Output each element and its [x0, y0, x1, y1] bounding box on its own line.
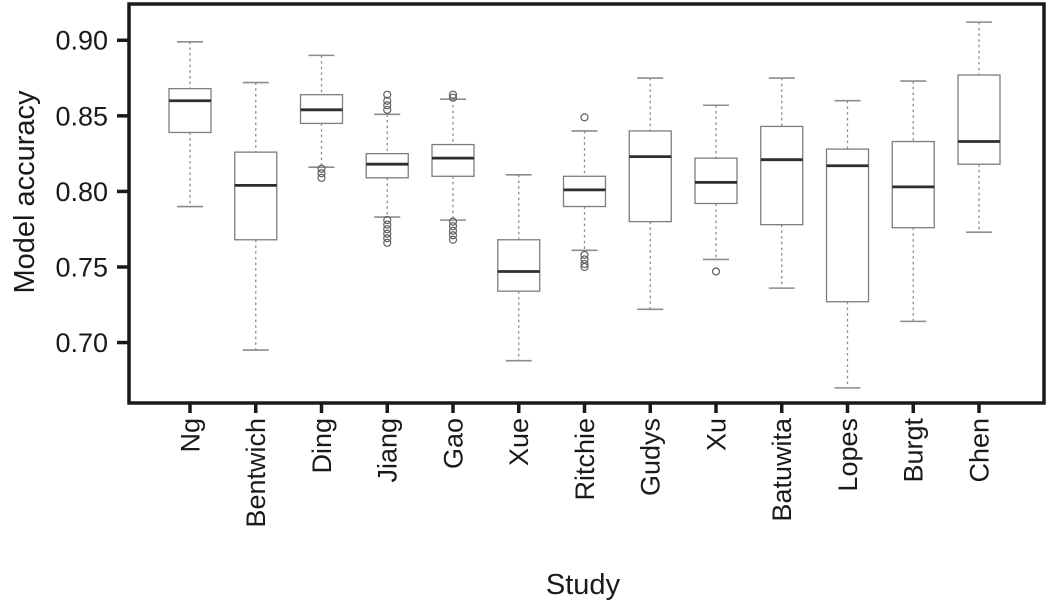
iqr-box: [365, 152, 409, 179]
y-axis-title: Model accuracy: [9, 90, 41, 294]
outlier-point: [383, 238, 392, 247]
boxplot-batuwita: [760, 77, 804, 289]
iqr-box: [562, 175, 607, 208]
iqr-box: [628, 130, 672, 223]
x-axis-title: Study: [546, 569, 621, 601]
x-category-label: Ding: [307, 418, 337, 474]
outlier-point: [448, 93, 458, 102]
boxplot-ritchie: [562, 113, 607, 272]
outlier-point: [580, 113, 589, 122]
boxplot-bentwich: [234, 81, 278, 351]
outlier-point: [711, 267, 721, 276]
x-category-label: Jiang: [373, 418, 403, 483]
outlier-point: [448, 217, 458, 226]
plot-content: 0.90 0.85 0.80 0.75 0.70 Ng Bentwich Ding Jiang G…: [55, 21, 1001, 528]
outlier-point: [317, 173, 326, 182]
y-tick-label: 0.85: [55, 101, 108, 131]
y-tick-label: 0.70: [55, 328, 108, 358]
boxplot-gao: [431, 90, 475, 244]
iqr-box: [168, 87, 212, 134]
boxplot-ding: [299, 54, 344, 182]
outlier-point: [383, 220, 392, 229]
boxplot-gudys: [628, 77, 672, 311]
plot-frame: [127, 2, 1046, 405]
x-category-label: Lopes: [833, 418, 863, 492]
outlier-point: [383, 96, 392, 105]
boxplot-jiang: [365, 90, 409, 247]
outlier-point: [383, 101, 392, 110]
iqr-box: [497, 239, 541, 292]
outlier-point: [580, 250, 589, 259]
outlier-point: [383, 216, 392, 225]
iqr-box: [760, 125, 804, 226]
boxplot-ng: [168, 40, 212, 208]
outlier-point: [317, 164, 326, 173]
iqr-box: [694, 157, 738, 205]
outlier-point: [383, 229, 392, 238]
boxplot-burgt: [891, 80, 935, 323]
outlier-point: [383, 234, 392, 243]
x-category-label: Xue: [504, 418, 534, 466]
x-category-label: Gao: [438, 418, 468, 469]
x-category-label: Bentwich: [241, 418, 271, 528]
y-tick-label: 0.75: [55, 252, 108, 282]
outlier-point: [580, 262, 589, 272]
y-tick-label: 0.90: [55, 26, 108, 56]
x-category-label: Gudys: [636, 418, 666, 496]
iqr-box: [891, 140, 935, 229]
boxplot-xu: [694, 104, 738, 276]
outlier-point: [448, 231, 458, 240]
x-category-label: Xu: [701, 418, 731, 451]
x-category-label: Batuwita: [767, 417, 797, 522]
iqr-box: [957, 74, 1001, 165]
x-category-label: Chen: [964, 418, 994, 483]
outlier-point: [383, 105, 392, 114]
boxplot-xue: [497, 173, 541, 362]
y-tick-label: 0.80: [55, 177, 108, 207]
outlier-point: [448, 226, 458, 235]
x-category-label: Burgt: [899, 418, 929, 483]
outlier-point: [383, 90, 392, 99]
outlier-point: [317, 169, 326, 178]
iqr-box: [431, 143, 475, 177]
iqr-box: [234, 151, 278, 241]
outlier-point: [383, 225, 392, 234]
iqr-box: [825, 148, 870, 303]
boxplot-lopes: [825, 99, 870, 389]
outlier-point: [448, 235, 458, 244]
outlier-point: [448, 90, 458, 99]
outlier-point: [580, 259, 589, 269]
outlier-point: [448, 222, 458, 231]
x-category-label: Ng: [175, 418, 205, 453]
boxplot-chen: [957, 21, 1001, 234]
x-category-label: Ritchie: [570, 418, 600, 501]
